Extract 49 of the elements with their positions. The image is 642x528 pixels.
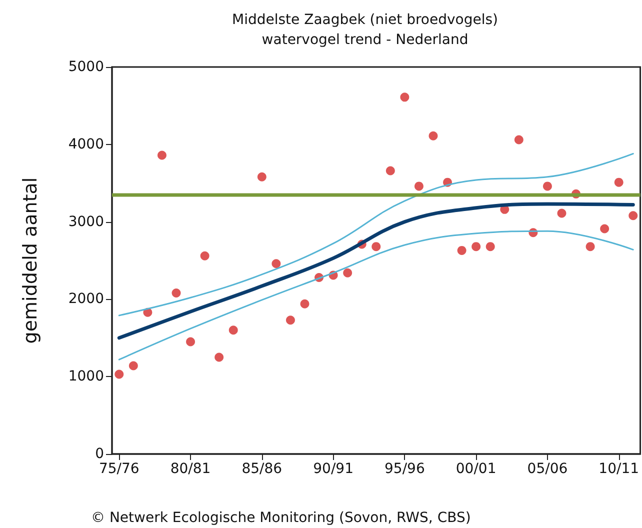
x-tick-label: 00/01 xyxy=(456,461,496,477)
point xyxy=(186,337,196,346)
point xyxy=(300,299,310,308)
point xyxy=(586,242,595,252)
point xyxy=(557,208,566,218)
point xyxy=(400,92,410,102)
point xyxy=(542,182,552,191)
point xyxy=(128,361,138,370)
point xyxy=(600,224,610,234)
y-tick-label: 0 xyxy=(95,446,104,462)
point xyxy=(614,178,624,187)
point xyxy=(172,288,181,298)
x-tick-label: 90/91 xyxy=(313,461,354,477)
point xyxy=(628,211,638,220)
line-series xyxy=(118,152,634,316)
point xyxy=(343,268,352,278)
y-tick-label: 4000 xyxy=(68,136,104,152)
point xyxy=(414,182,424,191)
x-tick-label: 95/96 xyxy=(384,461,425,477)
x-tick-label: 05/06 xyxy=(527,461,568,477)
point xyxy=(200,251,210,260)
point xyxy=(157,150,166,160)
line-series xyxy=(117,202,635,340)
point xyxy=(214,352,224,362)
point xyxy=(257,172,266,182)
point xyxy=(486,242,495,252)
y-tick-label: 2000 xyxy=(68,291,104,308)
point xyxy=(386,166,395,176)
point xyxy=(228,326,238,335)
text: © Netwerk Ecologische Monitoring (Sovon, RWS, CBS) xyxy=(91,510,471,526)
y-tick-label: 5000 xyxy=(68,59,104,75)
point xyxy=(428,131,438,140)
point xyxy=(272,259,281,268)
line-series xyxy=(118,230,634,360)
point xyxy=(514,135,524,144)
y-tick-label: 3000 xyxy=(68,214,104,230)
x-tick-label: 85/86 xyxy=(242,461,282,477)
chart-subtitle: watervogel trend - Nederland xyxy=(262,32,468,48)
point xyxy=(114,370,124,379)
x-tick-label: 80/81 xyxy=(170,461,211,477)
y-axis-title: gemiddeld aantal xyxy=(20,177,42,344)
x-tick-label: 75/76 xyxy=(98,461,140,477)
chart-title: Middelste Zaagbek (niet broedvogels) xyxy=(232,12,498,28)
point xyxy=(457,246,466,255)
x-tick-label: 10/11 xyxy=(598,461,640,477)
point xyxy=(372,242,381,252)
point xyxy=(472,242,481,252)
point xyxy=(286,316,295,325)
y-tick-label: 1000 xyxy=(68,368,104,385)
